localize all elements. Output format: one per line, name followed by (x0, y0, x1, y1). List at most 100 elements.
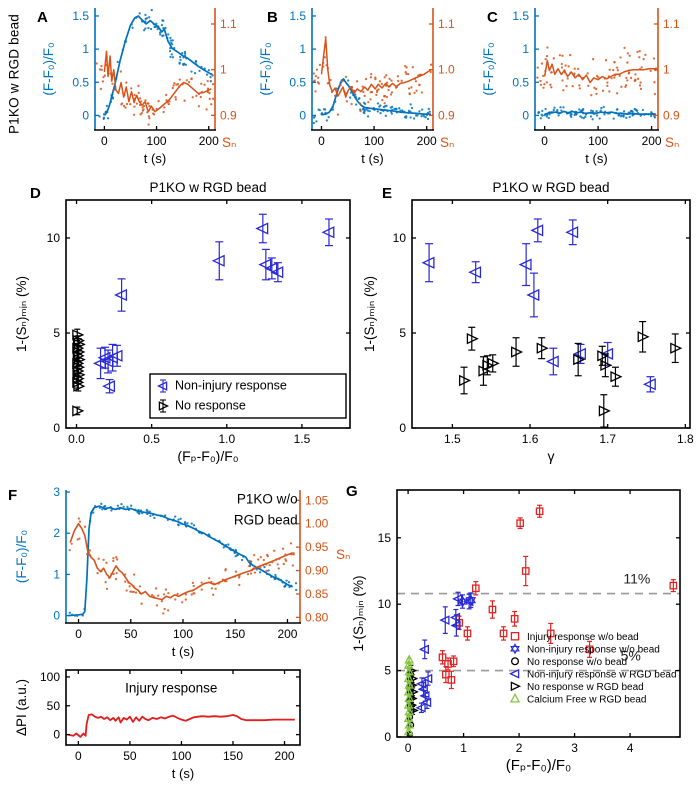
x-axis-label: t (s) (144, 151, 166, 166)
panel-b-series-nematic-order (312, 36, 433, 116)
y-axis-label: (F-F₀)/F₀ (258, 42, 273, 95)
annotation: Injury response (125, 681, 217, 696)
y-tick-label: 10 (47, 231, 61, 245)
y2-tick-label: 0.9 (663, 108, 680, 122)
x-tick-label: 3 (571, 741, 578, 755)
panel-a-series-nematic-order (95, 50, 215, 126)
legend-label: Non-injury response w/o bead (527, 644, 660, 655)
x-axis-label: γ (548, 448, 555, 464)
y-tick-label: 1.5 (512, 9, 529, 23)
panel-f-series-injury-response-pi (67, 713, 295, 738)
y-axis-label: (F-F₀)/F₀ (41, 42, 56, 95)
legend-label: Calcium Free w RGD bead (527, 694, 646, 705)
annotation: P1KO w/o (237, 491, 298, 506)
x-tick-label: 0 (541, 134, 548, 148)
x-tick-label: 0 (101, 134, 108, 148)
panel-e-subplot-0: 1.5 1.6 1.7 1.8 0 5 10 γ 1-(Sₙ)ₘᵢₙ (%) P1KO w RGD… (362, 180, 694, 464)
x-tick-label: 1.6 (522, 432, 539, 446)
y2-tick-label: 1.0 (438, 63, 455, 77)
panel-c-subplot-0: 0 100 200 0 0.5 1 1.5 0.9 1 1.1 t (s) (F-F₀)/F₀ Sₙ (481, 8, 680, 166)
y-axis-label: ΔPI (a.u.) (14, 679, 29, 736)
panel-a-chart: 0 100 200 0 0.5 1 1.5 0.9 1 1.1 t (s) (F-F₀)/F₀ Sₙ A (37, 8, 237, 166)
y2-tick-label: 0.80 (305, 610, 329, 624)
panel-d-series-no-response (72, 328, 86, 417)
y-tick-label: 1.5 (72, 9, 89, 23)
panel-a-subplot-0: 0 100 200 0 0.5 1 1.5 0.9 1 1.1 t (s) (F-F₀)/F₀ Sₙ (41, 8, 237, 166)
panel-b-chart: 0 100 200 0 0.5 1 1.5 0.9 1.0 1.1 t (s) (F-F₀)/F₀ Sₙ… (258, 8, 455, 166)
x-axis-label: t (s) (585, 151, 607, 166)
y2-axis-label: Sₙ (336, 547, 350, 562)
y-tick-label: 5 (399, 326, 406, 340)
x-tick-label: 100 (147, 134, 167, 148)
panel-g-series-calcium-free-w-rgd-bead (403, 654, 415, 736)
panel-b-series-fluorescence (312, 78, 431, 125)
panel-g-axes: 0 1 2 3 4 0 5 10 15 (Fₚ-F₀)/F₀ 1-(Sₙ)ₘᵢₙ (%) (351, 489, 681, 774)
x-tick-label: 50 (124, 627, 138, 641)
legend-label: Non-injury response (175, 379, 287, 393)
x-tick-label: 150 (223, 749, 243, 763)
panel-b-subplot-0: 0 100 200 0 0.5 1 1.5 0.9 1.0 1.1 t (s) (F-F₀)/F₀ Sₙ (258, 8, 455, 166)
x-axis-label: t (s) (361, 151, 383, 166)
y-tick-label: 0 (53, 728, 60, 742)
x-tick-label: 0 (318, 134, 325, 148)
x-tick-label: 0.0 (68, 432, 85, 446)
y-tick-label: 50 (47, 699, 61, 713)
x-axis-label: t (s) (172, 644, 194, 659)
x-tick-label: 1 (460, 741, 467, 755)
y2-axis-label: Sₙ (440, 135, 454, 150)
x-axis-label: t (s) (172, 766, 194, 781)
y-tick-label: 100 (40, 670, 60, 684)
y2-tick-label: 0.85 (305, 587, 329, 601)
panel-c-letter: C (487, 9, 498, 26)
subplot-title: P1KO w RGD bead (149, 180, 266, 195)
panel-f-series-fluorescence (68, 502, 298, 617)
panel-f-letter: F (8, 487, 17, 504)
x-tick-label: 0.5 (143, 432, 160, 446)
x-tick-label: 200 (277, 627, 297, 641)
panel-d-legend: Non-injury response No response (149, 373, 347, 419)
y-tick-label: 10 (393, 231, 407, 245)
panel-c-series-nematic-order (536, 46, 658, 97)
panel-f-series-nematic-order (68, 517, 295, 615)
y-axis-label: 1-(Sₙ)ₘᵢₙ (%) (362, 276, 377, 352)
panel-e-chart: 1.5 1.6 1.7 1.8 0 5 10 γ 1-(Sₙ)ₘᵢₙ (%) P1KO w RGD… (362, 180, 694, 464)
x-tick-label: 0 (75, 749, 82, 763)
y-axis-label: 1-(Sₙ)ₘᵢₙ (%) (351, 575, 366, 651)
panel-f-chart: 0 50 100 150 200 0 1 2 3 0.80 0.85 0.90 0.95 1.00 1.05… (8, 485, 350, 781)
panel-f-axes: 0 50 100 150 200 0 1 2 3 0.80 0.85 0.90 0.95 1.00 1.05… (14, 485, 350, 659)
legend-label: No response w/o bead (527, 657, 627, 668)
y-tick-label: 2 (53, 526, 60, 540)
x-tick-label: 100 (364, 134, 384, 148)
threshold-label: 11% (623, 571, 650, 587)
panel-d-letter: D (30, 185, 41, 202)
y-axis-label: (F-F₀)/F₀ (14, 530, 29, 583)
x-tick-label: 4 (627, 741, 634, 755)
x-tick-label: 1.8 (677, 432, 694, 446)
panel-e-axes: 1.5 1.6 1.7 1.8 0 5 10 γ 1-(Sₙ)ₘᵢₙ (%) P1KO w RGD… (362, 180, 694, 464)
y-tick-label: 1 (299, 42, 306, 56)
x-tick-label: 200 (417, 134, 437, 148)
y2-tick-label: 1.1 (438, 17, 455, 31)
y-tick-label: 0.5 (512, 75, 529, 89)
y-tick-label: 0 (82, 108, 89, 122)
y2-axis-label: Sₙ (665, 135, 679, 150)
panel-d-subplot-0: 0.0 0.5 1.0 1.5 0 5 10 (Fₚ-F₀)/F₀ 1-(Sₙ)ₘᵢₙ (%) P… (14, 180, 351, 464)
y-tick-label: 1 (522, 42, 529, 56)
y-axis-label: 1-(Sₙ)ₘᵢₙ (%) (14, 276, 29, 352)
legend-label: No response w RGD bead (527, 682, 644, 693)
x-tick-label: 50 (123, 749, 137, 763)
x-tick-label: 1.0 (218, 432, 235, 446)
panel-g-subplot-0: 11% 5% 0 1 2 3 4 0 5 10 15 (Fₚ-F₀)/F₀ 1-(Sₙ)ₘᵢₙ (%) I… (351, 489, 681, 774)
y2-tick-label: 1.1 (220, 17, 237, 31)
legend-label: No response (175, 399, 246, 413)
subplot-title: P1KO w RGD bead (492, 180, 609, 195)
y-tick-label: 0 (299, 108, 306, 122)
y-tick-label: 0 (53, 421, 60, 435)
x-axis-label: (Fₚ-F₀)/F₀ (177, 448, 238, 464)
panel-g-chart: 11% 5% 0 1 2 3 4 0 5 10 15 (Fₚ-F₀)/F₀ 1-(Sₙ)ₘᵢₙ (%) I… (346, 483, 681, 774)
x-tick-label: 0 (405, 741, 412, 755)
y2-tick-label: 0.9 (220, 108, 237, 122)
panel-f-axes: 0 50 100 150 200 0 50 100 t (s) ΔPI (a.u.) (14, 669, 301, 781)
